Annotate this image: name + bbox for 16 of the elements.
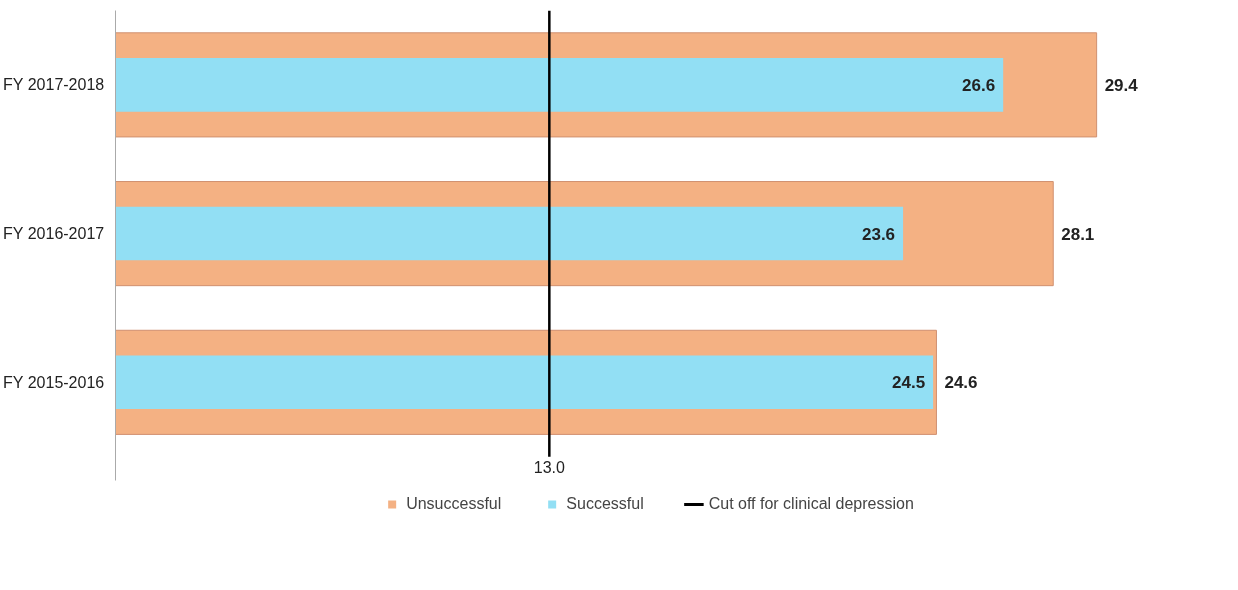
data-label: 24.6: [944, 373, 978, 393]
data-label: 23.6: [861, 224, 896, 244]
legend-label: Unsuccessful: [406, 495, 502, 513]
bar: [115, 58, 1004, 112]
data-label: 24.5: [892, 373, 926, 393]
data-label: 29.4: [1104, 75, 1139, 95]
y-tick-label: FY 2017-2018: [3, 76, 105, 94]
legend-label: Successful: [566, 495, 644, 513]
bar: [115, 206, 904, 261]
annotation: 13.0: [533, 458, 566, 476]
legend-label: Cut off for clinical depression: [708, 495, 914, 513]
y-tick-label: FY 2015-2016: [3, 373, 105, 391]
y-tick-label: FY 2016-2017: [3, 225, 105, 243]
bar: [115, 355, 934, 410]
data-label: 28.1: [1061, 224, 1095, 244]
data-label: 26.6: [962, 75, 996, 95]
